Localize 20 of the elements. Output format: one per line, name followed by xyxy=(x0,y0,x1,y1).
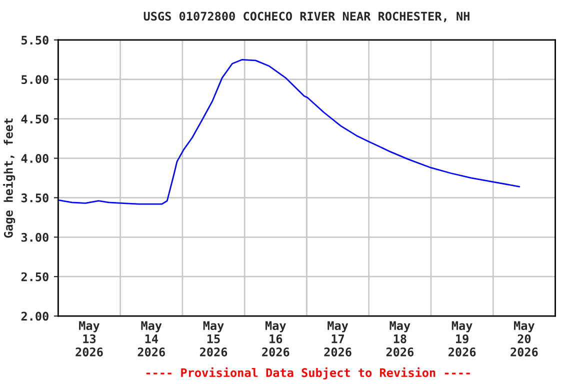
y-tick-label: 5.50 xyxy=(22,36,48,45)
x-tick-label: May 16 2026 xyxy=(262,321,290,356)
y-tick-label: 3.50 xyxy=(21,193,48,202)
y-tick-label: 3.00 xyxy=(21,232,48,242)
x-tick-label: May 13 2026 xyxy=(76,321,103,356)
x-tick-label: May 15 2026 xyxy=(200,321,228,356)
y-tick-label: 4.00 xyxy=(21,154,48,163)
x-tick-label: May 17 2026 xyxy=(324,321,352,356)
y-tick-label: 4.50 xyxy=(21,114,48,124)
y-tick-label: 2.00 xyxy=(21,312,48,321)
y-axis-title: Gage height, feet xyxy=(3,118,16,238)
x-tick-label: May 18 2026 xyxy=(386,321,414,356)
x-tick-label: May 14 2026 xyxy=(138,321,165,356)
chart-title: USGS 01072800 COCHECO RIVER NEAR ROCHESTER, NH xyxy=(144,12,470,22)
x-tick-label: May 19 2026 xyxy=(448,321,476,356)
line-series xyxy=(58,58,520,205)
y-tick-label: 2.50 xyxy=(21,272,48,282)
text: ---- Provisional Data Subject to Revision ---- xyxy=(146,367,470,380)
x-tick-label: May 20 2026 xyxy=(510,321,538,356)
y-tick-label: 5.00 xyxy=(22,75,48,84)
